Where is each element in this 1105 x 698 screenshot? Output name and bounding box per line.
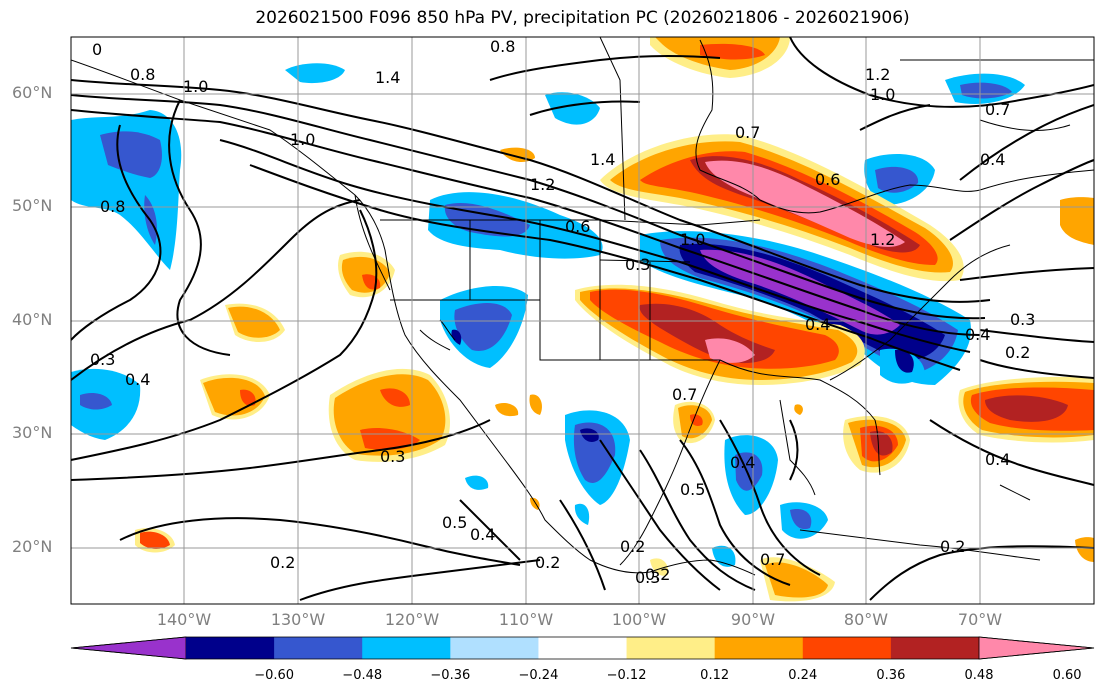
contour-label: 0.7 (985, 100, 1010, 119)
lat-label-50n: 50°N (12, 196, 53, 215)
colorbar-tick-label: 0.48 (964, 668, 994, 683)
colorbar-tick-label: −0.48 (342, 668, 383, 683)
map-frame (70, 36, 1095, 605)
lat-label-60n: 60°N (12, 83, 53, 102)
colorbar-tick-label: 0.60 (1052, 668, 1082, 683)
contour-label: 1.4 (590, 150, 615, 169)
map-title: 2026021500 F096 850 hPa PV, precipitatio… (255, 8, 910, 28)
lon-label-130w: 130°W (270, 610, 326, 629)
contour-label: 0.8 (100, 197, 125, 216)
contour-label: 1.2 (530, 175, 555, 194)
lon-label-80w: 80°W (843, 610, 889, 629)
contour-label: 1.2 (870, 230, 895, 249)
contour-label: 0.5 (680, 480, 705, 499)
contour-label: 1.0 (870, 85, 895, 104)
contour-label: 0.5 (442, 513, 467, 532)
contour-label: 0.4 (730, 453, 755, 472)
colorbar-tick-label: −0.24 (518, 668, 559, 683)
contour-label: 0.6 (815, 170, 840, 189)
pv-contours (71, 37, 1094, 601)
contour-label: 0.3 (625, 255, 650, 274)
lon-label-70w: 70°W (957, 610, 1003, 629)
contour-label: 0.3 (90, 350, 115, 369)
contour-label: 0.8 (490, 37, 515, 56)
colorbar-tick-label: −0.60 (254, 668, 295, 683)
contour-label: 1.0 (680, 230, 705, 249)
lat-label-20n: 20°N (12, 537, 53, 556)
contour-label: 0.7 (735, 123, 760, 142)
contour-labels: 0.81.41.00.81.00.81.21.00.71.41.20.60.30… (90, 37, 1035, 587)
contour-label: 0.2 (1005, 343, 1030, 362)
contour-label: 1.2 (865, 65, 890, 84)
coastlines (71, 37, 1094, 576)
lon-label-100w: 100°W (611, 610, 667, 629)
contour-label: 0.6 (565, 217, 590, 236)
contour-label: 0.2 (620, 537, 645, 556)
precip-shading (71, 37, 1094, 602)
contour-label: 0.4 (470, 525, 495, 544)
colorbar-tick-label: 0.36 (876, 668, 906, 683)
contour-label: 0.2 (535, 553, 560, 572)
colorbar-tick-label: −0.12 (606, 668, 647, 683)
contour-label: 0.4 (980, 150, 1005, 169)
contour-label: 1.0 (183, 77, 208, 96)
contour-label: 0.4 (805, 315, 830, 334)
lat-label-30n: 30°N (12, 423, 53, 442)
colorbar-tick-label: 0.12 (700, 668, 730, 683)
contour-label: 0.2 (645, 565, 670, 584)
contour-label: 0.2 (940, 537, 965, 556)
contour-label: 0.7 (672, 385, 697, 404)
contour-label: 0.4 (965, 325, 990, 344)
lat-label-40n: 40°N (12, 310, 53, 329)
lon-label-140w: 140°W (156, 610, 212, 629)
contour-label: 1.0 (290, 130, 315, 149)
contour-label: 0.4 (985, 450, 1010, 469)
contour-label: 0.4 (125, 370, 150, 389)
lon-label-110w: 110°W (498, 610, 554, 629)
contour-label: 0 (92, 40, 102, 59)
colorbar-tick-label: 0.24 (788, 668, 818, 683)
colorbar-tick-label: −0.36 (430, 668, 471, 683)
graticule (71, 37, 1094, 604)
contour-label: 1.4 (375, 68, 400, 87)
contour-label: 0.3 (380, 447, 405, 466)
contour-label: 0.2 (270, 553, 295, 572)
contour-label: 0.7 (760, 550, 785, 569)
contour-label: 0.3 (1010, 310, 1035, 329)
lon-label-90w: 90°W (730, 610, 776, 629)
contour-label: 0.8 (130, 65, 155, 84)
contour-label: 0.3 (635, 568, 660, 587)
lon-label-120w: 120°W (384, 610, 440, 629)
